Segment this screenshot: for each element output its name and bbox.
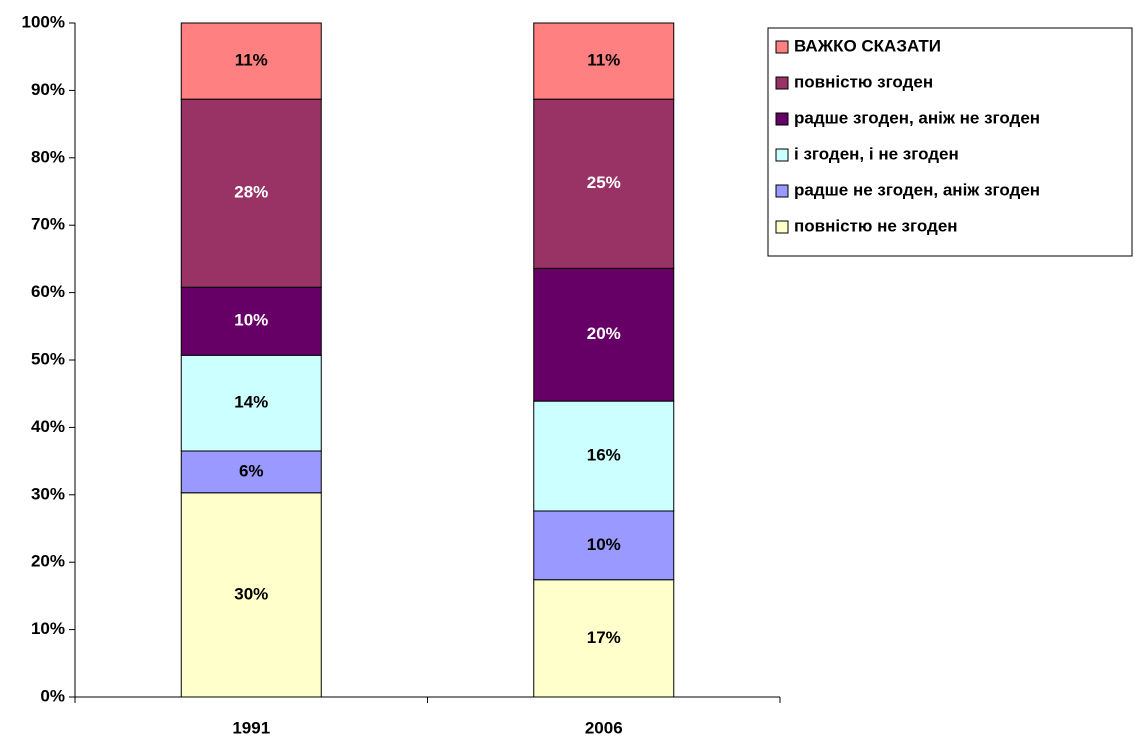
bar-segment: [180, 492, 322, 698]
legend-swatch: [775, 40, 789, 54]
legend-swatch: [775, 148, 789, 162]
legend-label: радше не згоден, аніж згоден: [794, 180, 1040, 199]
data-label: 30%: [234, 584, 268, 603]
legend-box: [767, 27, 1133, 257]
y-tick-label: 70%: [31, 215, 65, 234]
data-label: 16%: [587, 446, 621, 465]
bar-segment: [180, 22, 322, 100]
bar-segment: [533, 22, 675, 100]
bar-segment: [180, 98, 322, 288]
bar-segment: [180, 450, 322, 494]
data-label: 14%: [234, 393, 268, 412]
x-tick-label: 2006: [585, 718, 623, 737]
data-label: 10%: [234, 311, 268, 330]
bar-segment: [180, 286, 322, 356]
bar-segment: [533, 267, 675, 402]
y-tick-label: 30%: [31, 484, 65, 503]
legend-label: і згоден, і не згоден: [794, 144, 959, 163]
legend-label: повністю згоден: [794, 72, 933, 91]
bar-segment: [533, 400, 675, 512]
legend-label: ВАЖКО СКАЗАТИ: [794, 36, 941, 55]
legend-swatch: [775, 184, 789, 198]
data-label: 10%: [587, 535, 621, 554]
legend-swatch: [775, 76, 789, 90]
y-tick-label: 100%: [22, 12, 65, 31]
legend-label: радше згоден, аніж не згоден: [794, 108, 1040, 127]
bar-segment: [533, 510, 675, 581]
bar-segment: [180, 354, 322, 452]
legend-label: повністю не згоден: [794, 216, 958, 235]
y-tick-label: 80%: [31, 147, 65, 166]
y-tick-label: 50%: [31, 349, 65, 368]
legend-swatch: [775, 112, 789, 126]
data-label: 11%: [587, 51, 620, 70]
legend-swatch: [775, 220, 789, 234]
y-tick-label: 20%: [31, 552, 65, 571]
bar-segment: [533, 579, 675, 698]
data-label: 28%: [234, 183, 268, 202]
y-tick-label: 0%: [40, 686, 65, 705]
data-label: 11%: [235, 51, 268, 70]
y-tick-label: 60%: [31, 282, 65, 301]
y-tick-label: 10%: [31, 619, 65, 638]
data-label: 20%: [587, 324, 621, 343]
data-label: 6%: [239, 461, 264, 480]
y-tick-label: 40%: [31, 417, 65, 436]
bar-segment: [533, 98, 675, 269]
data-label: 17%: [587, 628, 621, 647]
data-label: 25%: [587, 173, 621, 192]
x-tick-label: 1991: [232, 718, 270, 737]
y-tick-label: 90%: [31, 80, 65, 99]
